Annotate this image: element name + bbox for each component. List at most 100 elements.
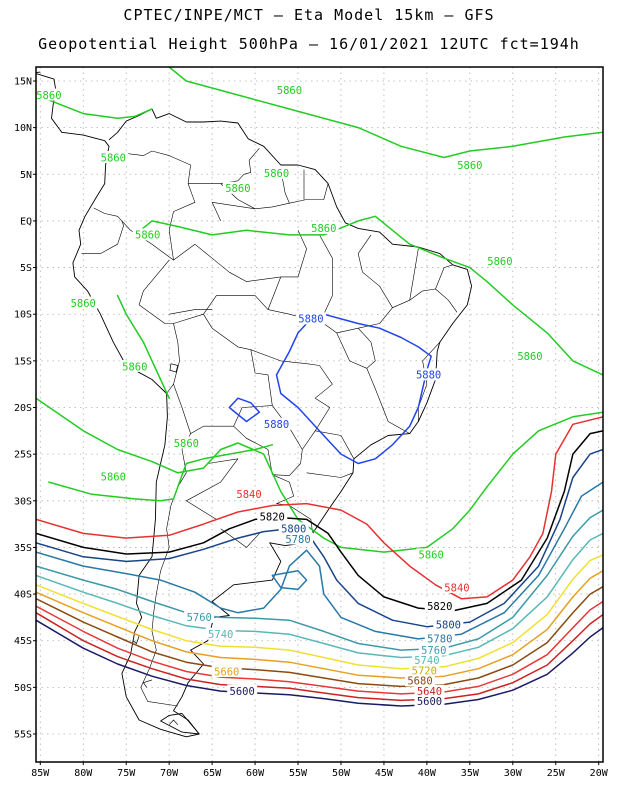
contour-label: 5880 [416, 370, 441, 382]
contour-label: 5860 [174, 438, 199, 450]
contour-5680 [36, 585, 603, 688]
lat-tick-label: 30S [14, 496, 32, 507]
contour-label-bg [98, 150, 129, 163]
contour-5660 [36, 600, 603, 695]
title-line-2: Geopotential Height 500hPa – 16/01/2021 … [38, 35, 580, 53]
country-border [169, 309, 213, 315]
lon-tick-label: 50W [332, 768, 351, 779]
contour-label-bg [424, 632, 455, 645]
contour-label: 5880 [264, 419, 289, 431]
lat-tick-label: 15S [14, 356, 32, 367]
contour-label-bg [234, 487, 265, 500]
contour-label: 5860 [101, 471, 126, 483]
lat-tick-label: 20S [14, 403, 32, 414]
contour-5800 [36, 448, 603, 628]
lat-tick-label: 45S [14, 636, 32, 647]
lat-tick-label: 40S [14, 590, 32, 601]
country-border [280, 230, 307, 278]
lake-outline [132, 635, 140, 645]
contour-label-bg [405, 674, 436, 687]
title-line-1: CPTEC/INPE/MCT – Eta Model 15km – GFS [123, 6, 495, 24]
lon-tick-label: 80W [74, 768, 93, 779]
contour-5620 [36, 619, 603, 707]
contour-label-bg [171, 436, 202, 449]
contour-label-bg [418, 643, 449, 656]
lon-tick-label: 40W [418, 768, 437, 779]
contour-label: 5740 [208, 629, 233, 641]
contour-label: 5860 [135, 230, 160, 242]
contour-label: 5760 [187, 612, 212, 624]
country-border [203, 288, 458, 334]
contour-label: 5600 [230, 686, 255, 698]
contour-label: 5860 [101, 152, 126, 164]
contour-label-bg [283, 532, 314, 545]
contour-label: 5820 [260, 511, 285, 523]
contour-label-bg [295, 312, 326, 325]
contour-label: 5860 [457, 160, 482, 172]
country-border [138, 259, 180, 394]
contour-label-bg [205, 627, 236, 640]
lat-tick-label: 15N [14, 76, 32, 87]
country-border [188, 148, 260, 184]
country-border [250, 349, 333, 450]
country-border [81, 220, 124, 254]
contour-5700 [36, 570, 603, 679]
contour-label-bg [68, 296, 99, 309]
lon-tick-label: 65W [203, 768, 222, 779]
contour-label: 5860 [36, 90, 61, 102]
lon-tick-label: 30W [504, 768, 523, 779]
contour-label: 5860 [225, 183, 250, 195]
contour-5740 [36, 532, 603, 659]
contour-5860 [36, 94, 153, 120]
height-contours [36, 67, 603, 707]
contour-label: 5860 [277, 85, 302, 97]
contour-label: 5780 [285, 534, 310, 546]
lake-outline [169, 363, 179, 373]
contour-label: 5780 [427, 634, 452, 646]
contour-label: 5860 [419, 550, 444, 562]
contour-label-bg [257, 510, 288, 523]
country-border [211, 202, 256, 222]
contour-label: 5600 [417, 696, 442, 708]
lat-tick-label: 25S [14, 450, 32, 461]
contour-label-bg [409, 664, 440, 677]
contour-label-bg [274, 83, 305, 96]
country-border [93, 150, 196, 261]
contour-label-bg [413, 368, 444, 381]
contour-label-bg [211, 665, 242, 678]
country-border [233, 405, 303, 476]
country-border [357, 327, 376, 369]
contour-label-bg [424, 599, 455, 612]
country-border [435, 264, 453, 290]
lat-tick-label: 10S [14, 310, 32, 321]
country-border [319, 234, 333, 324]
lon-tick-label: 85W [31, 768, 50, 779]
lat-tick-label: 5S [20, 263, 32, 274]
country-border [409, 248, 419, 301]
contour-label-bg [184, 610, 215, 623]
country-border [186, 458, 239, 520]
contour-label-bg [278, 522, 309, 535]
contour-label: 5660 [214, 666, 239, 678]
country-border [220, 528, 260, 548]
contour-label-bg [222, 181, 253, 194]
contour-5860 [48, 444, 274, 502]
contour-5780 [36, 481, 603, 640]
contour-label-bg [416, 548, 447, 561]
country-border [267, 276, 282, 310]
contour-label: 5840 [444, 582, 469, 594]
contour-label: 5800 [436, 620, 461, 632]
country-border [336, 332, 410, 434]
contour-label-bg [227, 684, 258, 697]
contour-label: 5880 [298, 314, 323, 326]
lat-tick-label: 5N [20, 170, 32, 181]
plot-frame [35, 66, 604, 763]
contour-label-bg [514, 349, 545, 362]
contour-5720 [36, 554, 603, 670]
lon-tick-label: 20W [590, 768, 609, 779]
lake-outline [168, 719, 179, 725]
contour-5640 [36, 611, 603, 702]
country-border [140, 433, 191, 707]
contour-5880 [228, 397, 261, 423]
